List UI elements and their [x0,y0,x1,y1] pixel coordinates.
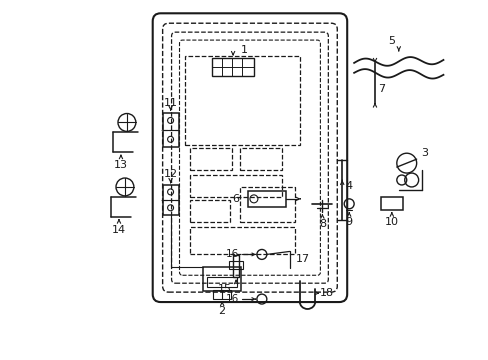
Bar [212,58,253,76]
Bar [213,290,231,299]
Bar [163,113,178,147]
Text: 14: 14 [112,225,126,235]
Text: 7: 7 [378,84,385,94]
Bar [207,277,237,287]
Bar [240,187,294,222]
Text: 17: 17 [295,255,309,264]
Bar [240,148,281,170]
Text: 15: 15 [218,284,232,294]
Bar [185,56,299,145]
Bar [380,197,402,210]
Bar [190,148,232,170]
Bar [247,191,285,207]
Bar [203,267,241,291]
Text: 3: 3 [420,148,427,158]
Text: 1: 1 [240,45,247,55]
Text: 5: 5 [387,36,394,46]
Text: 18: 18 [320,288,334,298]
Bar [190,200,230,222]
Text: 6: 6 [232,194,239,204]
Text: 2: 2 [218,306,225,316]
Text: 16: 16 [225,249,238,260]
Text: 10: 10 [384,217,398,227]
Text: 16: 16 [225,294,238,304]
Bar [233,255,239,277]
Text: 12: 12 [163,169,177,179]
Text: 11: 11 [163,98,177,108]
Text: 8: 8 [318,219,325,229]
Bar [229,261,243,269]
Bar [190,227,294,255]
Text: 9: 9 [345,217,352,227]
Text: 4: 4 [345,181,352,191]
Bar [163,185,178,215]
Bar [190,175,281,197]
Text: 13: 13 [114,160,128,170]
